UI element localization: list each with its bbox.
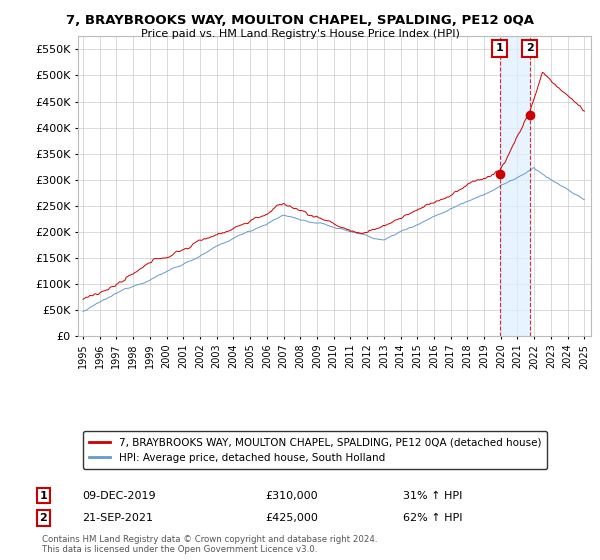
Text: 7, BRAYBROOKS WAY, MOULTON CHAPEL, SPALDING, PE12 0QA: 7, BRAYBROOKS WAY, MOULTON CHAPEL, SPALD… (66, 14, 534, 27)
Text: £425,000: £425,000 (265, 513, 318, 523)
Text: 31% ↑ HPI: 31% ↑ HPI (403, 491, 463, 501)
Text: Price paid vs. HM Land Registry's House Price Index (HPI): Price paid vs. HM Land Registry's House … (140, 29, 460, 39)
Text: 09-DEC-2019: 09-DEC-2019 (82, 491, 156, 501)
Legend: 7, BRAYBROOKS WAY, MOULTON CHAPEL, SPALDING, PE12 0QA (detached house), HPI: Ave: 7, BRAYBROOKS WAY, MOULTON CHAPEL, SPALD… (83, 431, 547, 469)
Text: 2: 2 (526, 43, 533, 53)
Text: 62% ↑ HPI: 62% ↑ HPI (403, 513, 463, 523)
Bar (500, 36, 530, 336)
Text: 1: 1 (496, 43, 503, 53)
Text: 1: 1 (40, 491, 47, 501)
Text: 21-SEP-2021: 21-SEP-2021 (82, 513, 153, 523)
Text: 2: 2 (40, 513, 47, 523)
Text: £310,000: £310,000 (265, 491, 318, 501)
Text: Contains HM Land Registry data © Crown copyright and database right 2024.
This d: Contains HM Land Registry data © Crown c… (42, 535, 377, 554)
